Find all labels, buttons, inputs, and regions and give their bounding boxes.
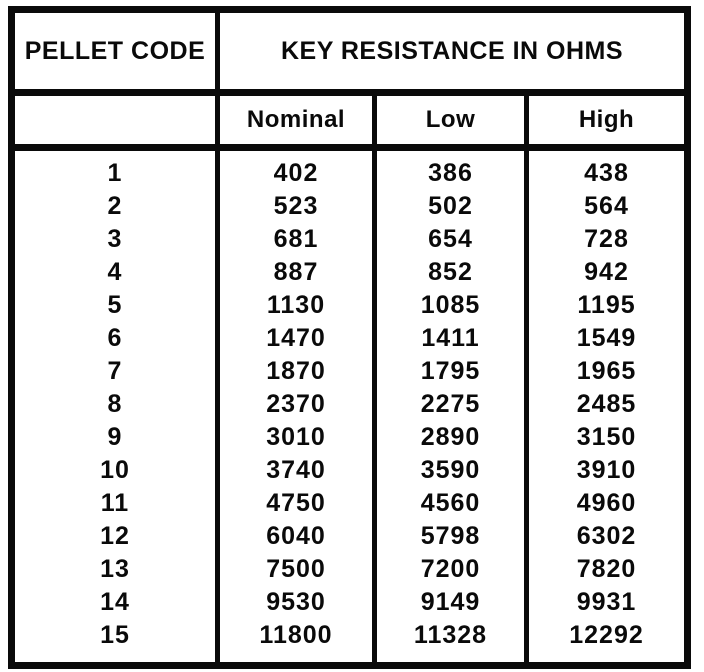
code-cell: 12 bbox=[100, 522, 130, 550]
code-cell: 15 bbox=[100, 621, 130, 649]
table-row: 2 523 502 564 bbox=[12, 190, 688, 223]
table-row: 12 6040 5798 6302 bbox=[12, 520, 688, 553]
sub-header-row: Nominal Low High bbox=[11, 92, 688, 151]
code-cell: 13 bbox=[100, 555, 130, 583]
low-cell: 654 bbox=[372, 223, 527, 256]
high-cell: 4960 bbox=[523, 487, 688, 520]
code-cell: 4 bbox=[107, 258, 123, 286]
low-cell: 9149 bbox=[372, 586, 527, 619]
table-row: 8 2370 2275 2485 bbox=[12, 388, 688, 421]
low-cell: 502 bbox=[372, 190, 527, 223]
high-cell: 7820 bbox=[523, 553, 688, 586]
low-cell: 1411 bbox=[372, 322, 527, 355]
low-cell: 4560 bbox=[372, 487, 527, 520]
table-row: 6 1470 1411 1549 bbox=[12, 322, 688, 355]
high-column-header: High bbox=[523, 92, 688, 151]
code-cell: 10 bbox=[100, 456, 130, 484]
nominal-cell: 11800 bbox=[215, 619, 375, 666]
low-cell: 386 bbox=[372, 147, 527, 190]
code-cell: 2 bbox=[107, 192, 123, 220]
table-row: 9 3010 2890 3150 bbox=[12, 421, 688, 454]
table-row: 3 681 654 728 bbox=[12, 223, 688, 256]
nominal-cell: 1870 bbox=[215, 355, 375, 388]
nominal-cell: 887 bbox=[215, 256, 375, 289]
table-row: 7 1870 1795 1965 bbox=[12, 355, 688, 388]
high-cell: 564 bbox=[523, 190, 688, 223]
low-cell: 11328 bbox=[372, 619, 527, 666]
code-cell: 14 bbox=[100, 588, 130, 616]
high-cell: 942 bbox=[523, 256, 688, 289]
table-row: 5 1130 1085 1195 bbox=[12, 289, 688, 322]
nominal-cell: 6040 bbox=[215, 520, 375, 553]
high-cell: 9931 bbox=[523, 586, 688, 619]
code-cell: 9 bbox=[107, 423, 123, 451]
high-cell: 2485 bbox=[523, 388, 688, 421]
high-cell: 12292 bbox=[523, 619, 688, 666]
code-cell: 3 bbox=[107, 225, 123, 253]
table-row: 11 4750 4560 4960 bbox=[12, 487, 688, 520]
table-row: 14 9530 9149 9931 bbox=[12, 586, 688, 619]
low-cell: 7200 bbox=[372, 553, 527, 586]
table-header: PELLET CODE KEY RESISTANCE IN OHMS Nomin… bbox=[11, 9, 688, 151]
low-cell: 1085 bbox=[372, 289, 527, 322]
code-cell: 11 bbox=[100, 489, 130, 517]
table-body: 1 402 386 438 2 523 502 564 3 681 654 728 4 887 852 942… bbox=[12, 147, 688, 666]
high-cell: 728 bbox=[523, 223, 688, 256]
pellet-code-header: PELLET CODE bbox=[11, 9, 218, 96]
table-row: 15 11800 11328 12292 bbox=[12, 619, 688, 666]
nominal-cell: 681 bbox=[215, 223, 375, 256]
low-cell: 1795 bbox=[372, 355, 527, 388]
table-row: 4 887 852 942 bbox=[12, 256, 688, 289]
high-cell: 3150 bbox=[523, 421, 688, 454]
nominal-cell: 523 bbox=[215, 190, 375, 223]
group-header-row: PELLET CODE KEY RESISTANCE IN OHMS bbox=[11, 9, 688, 96]
low-column-header: Low bbox=[372, 92, 527, 151]
code-cell: 7 bbox=[107, 357, 123, 385]
code-cell: 5 bbox=[107, 291, 123, 319]
nominal-cell: 1470 bbox=[215, 322, 375, 355]
nominal-cell: 2370 bbox=[215, 388, 375, 421]
code-cell: 6 bbox=[107, 324, 123, 352]
nominal-cell: 9530 bbox=[215, 586, 375, 619]
low-cell: 5798 bbox=[372, 520, 527, 553]
nominal-cell: 402 bbox=[215, 147, 375, 190]
high-cell: 1549 bbox=[523, 322, 688, 355]
nominal-cell: 3740 bbox=[215, 454, 375, 487]
low-cell: 3590 bbox=[372, 454, 527, 487]
nominal-cell: 7500 bbox=[215, 553, 375, 586]
table-row: 10 3740 3590 3910 bbox=[12, 454, 688, 487]
code-cell: 1 bbox=[107, 159, 123, 187]
empty-header-cell bbox=[11, 92, 218, 151]
low-cell: 2890 bbox=[372, 421, 527, 454]
table-row: 13 7500 7200 7820 bbox=[12, 553, 688, 586]
nominal-cell: 3010 bbox=[215, 421, 375, 454]
high-cell: 438 bbox=[523, 147, 688, 190]
high-cell: 1195 bbox=[523, 289, 688, 322]
key-resistance-table: PELLET CODE KEY RESISTANCE IN OHMS Nomin… bbox=[8, 6, 692, 669]
low-cell: 2275 bbox=[372, 388, 527, 421]
high-cell: 3910 bbox=[523, 454, 688, 487]
table-row: 1 402 386 438 bbox=[12, 147, 688, 190]
high-cell: 6302 bbox=[523, 520, 688, 553]
code-cell: 8 bbox=[107, 390, 123, 418]
nominal-cell: 4750 bbox=[215, 487, 375, 520]
key-resistance-header: KEY RESISTANCE IN OHMS bbox=[214, 9, 688, 96]
nominal-column-header: Nominal bbox=[215, 92, 375, 151]
high-cell: 1965 bbox=[523, 355, 688, 388]
nominal-cell: 1130 bbox=[215, 289, 375, 322]
low-cell: 852 bbox=[372, 256, 527, 289]
